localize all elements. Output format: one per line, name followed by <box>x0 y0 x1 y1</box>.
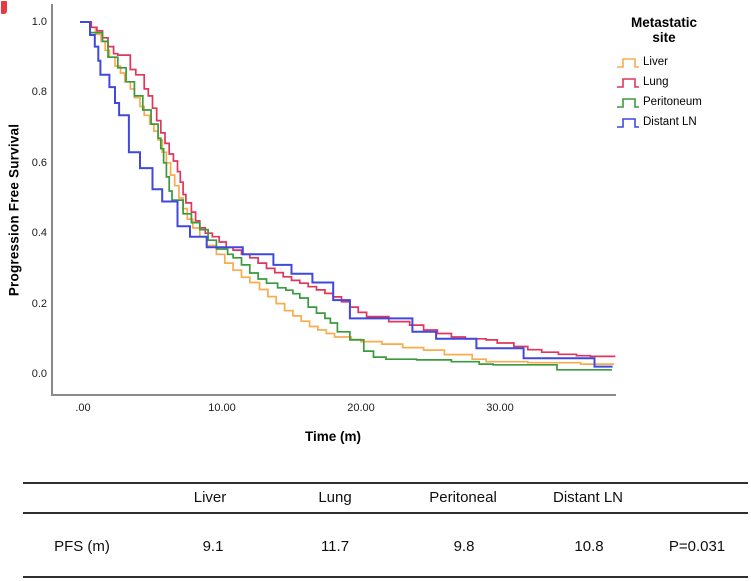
x-tick-label: .00 <box>75 402 91 414</box>
table-value-cell: 9.1 <box>202 538 224 555</box>
legend-item-label: Liver <box>643 56 668 68</box>
km-survival-chart <box>51 4 616 396</box>
table-value-cell: 10.8 <box>574 538 604 555</box>
x-tick-label: 20.00 <box>347 402 375 414</box>
table-row-label: PFS (m) <box>54 538 110 555</box>
table-value-cell: 11.7 <box>320 538 350 555</box>
legend-title-line1: Metastatic <box>630 15 698 30</box>
legend-item: Distant LN <box>616 112 722 132</box>
table-header-cell: Peritoneal <box>429 489 497 506</box>
legend: Metastatic site Liver Lung Peritoneum Dista… <box>606 15 722 132</box>
table-rule <box>23 576 748 578</box>
x-tick-label: 10.00 <box>208 402 236 414</box>
legend-item-label: Peritoneum <box>643 96 702 108</box>
y-tick-label: 0.2 <box>31 297 47 310</box>
corner-marker <box>1 1 7 14</box>
table-header-cell: Liver <box>193 489 227 506</box>
y-tick-label: 0.6 <box>31 156 47 169</box>
legend-title: Metastatic site <box>606 15 722 45</box>
survival-curve-liver <box>80 21 614 365</box>
legend-step-swatch-icon <box>617 57 639 68</box>
table-rule <box>23 512 748 514</box>
survival-curve-peritoneum <box>80 21 613 371</box>
legend-item-list: Liver Lung Peritoneum Distant LN <box>606 52 722 132</box>
legend-item-label: Lung <box>643 76 669 88</box>
table-header-cell: Distant LN <box>552 489 624 506</box>
survival-curve-distant-ln <box>80 21 613 368</box>
table-rule <box>23 482 748 484</box>
legend-item: Peritoneum <box>616 92 722 112</box>
x-tick-label: 30.00 <box>486 402 514 414</box>
legend-item: Lung <box>616 72 722 92</box>
legend-step-swatch-icon <box>617 77 639 88</box>
table-value-cell: 9.8 <box>453 538 475 555</box>
p-value: P=0.031 <box>668 538 726 555</box>
legend-item-label: Distant LN <box>643 116 697 128</box>
y-tick-label: 1.0 <box>31 16 47 28</box>
x-axis-title: Time (m) <box>304 429 362 444</box>
y-tick-label: 0.0 <box>31 368 47 380</box>
legend-title-line2: site <box>652 30 676 45</box>
y-tick-label: 0.4 <box>31 227 47 240</box>
survival-curve-lung <box>80 21 616 358</box>
y-tick-label: 0.8 <box>31 86 47 99</box>
legend-step-swatch-icon <box>617 117 639 128</box>
table-header-cell: Lung <box>318 489 352 506</box>
legend-step-swatch-icon <box>617 97 639 108</box>
legend-item: Liver <box>616 52 722 72</box>
